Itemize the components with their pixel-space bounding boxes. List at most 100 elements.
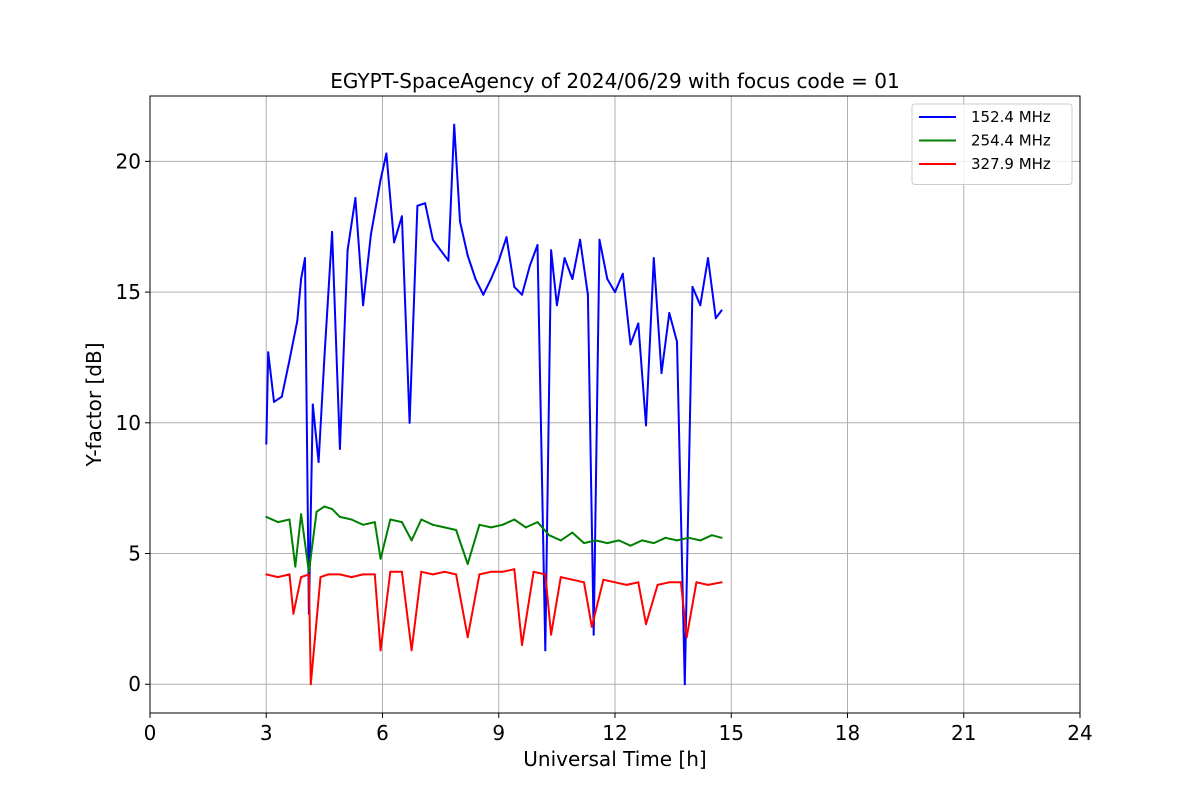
data-point [408, 421, 411, 424]
data-point [513, 568, 516, 571]
data-point [288, 359, 291, 362]
data-point [300, 576, 303, 579]
data-point [478, 523, 481, 526]
data-point [319, 576, 322, 579]
data-point [563, 257, 566, 260]
data-point [490, 526, 492, 529]
x-tick-label: 24 [1067, 721, 1092, 745]
data-point [354, 197, 357, 199]
data-point [323, 505, 326, 508]
data-point [288, 518, 291, 521]
data-point [550, 249, 553, 252]
data-point [346, 249, 349, 252]
data-point [579, 238, 582, 241]
data-point [699, 539, 702, 542]
data-point [664, 536, 667, 539]
data-point [307, 570, 310, 573]
series-1 [265, 505, 723, 573]
data-point [478, 573, 481, 576]
data-point [443, 570, 446, 573]
data-point [687, 536, 690, 539]
data-point [571, 278, 574, 280]
data-point [443, 526, 446, 529]
data-point [459, 220, 461, 223]
data-point [447, 259, 450, 262]
data-point [621, 272, 624, 275]
data-point [288, 573, 291, 576]
data-point [311, 403, 314, 406]
data-point [331, 508, 334, 511]
data-point [307, 573, 310, 576]
data-point [606, 278, 609, 280]
data-point [453, 123, 456, 126]
data-point [323, 356, 326, 359]
data-point [555, 304, 558, 307]
data-point [280, 395, 283, 398]
data-point [501, 523, 504, 526]
data-point [691, 285, 694, 288]
y-tick-label: 5 [128, 542, 141, 566]
data-point [536, 521, 539, 524]
x-tick-label: 12 [602, 721, 627, 745]
data-point [637, 322, 640, 325]
data-point [350, 518, 353, 521]
grid [149, 96, 1081, 713]
x-tick-label: 3 [260, 721, 273, 745]
data-point [292, 612, 295, 615]
data-point [265, 442, 268, 445]
data-point [273, 400, 275, 403]
y-tick-label: 0 [128, 672, 141, 696]
data-point [679, 581, 682, 584]
data-point [590, 625, 593, 628]
data-point [586, 293, 589, 296]
data-point [265, 515, 268, 518]
data-point [676, 340, 678, 343]
x-tick-label: 9 [492, 721, 505, 745]
data-point [300, 278, 303, 280]
x-tick-label: 21 [951, 721, 976, 745]
data-point [598, 238, 601, 241]
data-point [544, 649, 547, 652]
data-point [550, 633, 553, 636]
data-point [521, 293, 523, 296]
data-point [513, 285, 516, 288]
data-point [490, 570, 492, 573]
data-point [379, 649, 382, 652]
data-point [304, 257, 306, 260]
data-point [602, 578, 605, 581]
x-tick-label: 18 [835, 721, 860, 745]
data-point [497, 259, 500, 262]
data-point [559, 576, 562, 579]
data-point [625, 583, 628, 586]
data-point [501, 570, 504, 573]
series-line [266, 568, 722, 686]
data-point [439, 249, 442, 252]
series-2 [265, 568, 723, 686]
data-point [400, 215, 403, 218]
data-point [482, 293, 485, 296]
series-line [265, 505, 722, 573]
data-point [614, 581, 616, 584]
y-tick-label: 20 [116, 149, 141, 173]
data-point [637, 581, 640, 584]
data-point [420, 570, 423, 573]
data-point [400, 570, 403, 573]
data-point [350, 576, 353, 579]
data-point [338, 447, 341, 450]
data-point [645, 623, 647, 626]
data-point [528, 264, 531, 267]
data-point [707, 257, 709, 260]
data-point [338, 573, 341, 576]
chart-title: EGYPT-SpaceAgency of 2024/06/29 with foc… [330, 69, 899, 93]
data-point [265, 573, 268, 576]
data-point [331, 230, 334, 233]
data-point [267, 351, 270, 354]
data-point [536, 244, 539, 246]
data-point [645, 424, 647, 427]
data-point [720, 536, 723, 539]
data-point [315, 510, 318, 513]
data-point [379, 557, 382, 560]
data-point [641, 539, 644, 542]
y-tick-label: 10 [116, 411, 141, 435]
